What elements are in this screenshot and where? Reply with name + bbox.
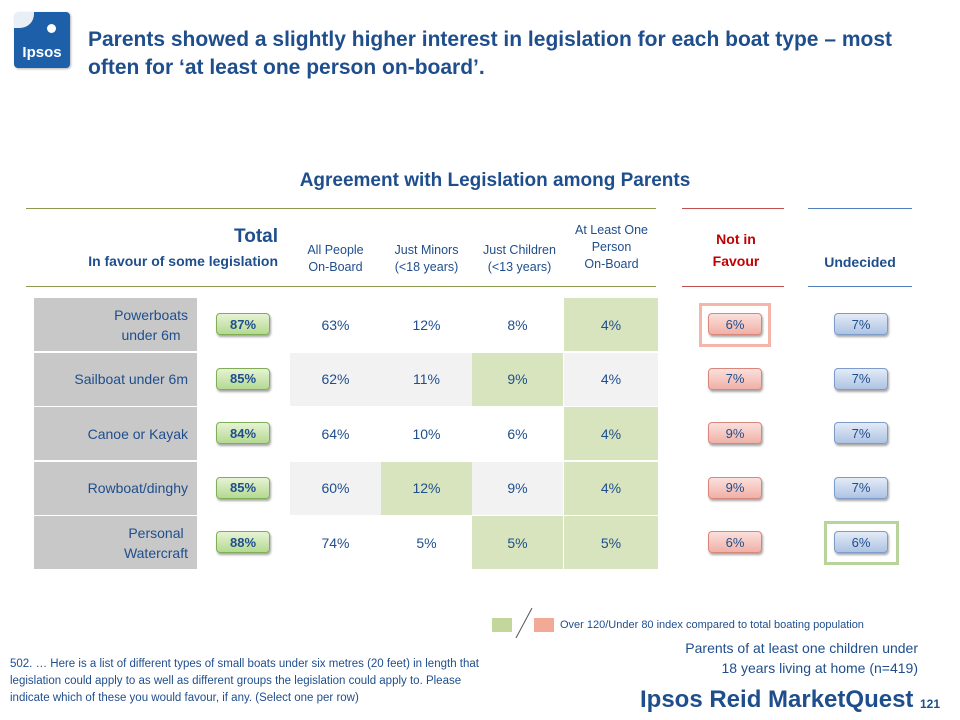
undecided-pill: 7%	[834, 313, 888, 335]
not-in-favour-pill: 6%	[708, 531, 762, 553]
legend-slash	[515, 607, 533, 639]
column-header-line: (<13 years)	[487, 260, 552, 274]
row-label-line: Sailboat under 6m	[74, 371, 188, 387]
question-footnote: 502. … Here is a list of different types…	[10, 656, 620, 707]
base-note-line: 18 years living at home (n=419)	[721, 660, 919, 676]
table-cell: 10%	[381, 407, 472, 460]
row-label: Personal Watercraft	[34, 516, 197, 569]
not-in-favour-header-line: Not in	[716, 231, 756, 247]
legend-green-swatch	[492, 618, 512, 632]
table-cell: 5%	[564, 516, 658, 569]
column-header-line: On-Board	[308, 260, 363, 274]
logo-leaf-shape	[14, 12, 34, 28]
row-label-line: Canoe or Kayak	[87, 425, 188, 442]
total-pill: 85%	[216, 367, 270, 390]
table-cell: 60%	[290, 461, 381, 515]
table-cell: 12%	[381, 298, 472, 351]
row-label-line: Powerboats	[114, 306, 188, 323]
column-header-line: Just Minors	[394, 243, 459, 257]
not-in-favour-pill: 9%	[708, 476, 762, 499]
table-cell: 5%	[381, 516, 472, 569]
column-header-line: On-Board	[584, 257, 639, 271]
table-cell: 5%	[472, 516, 563, 569]
undecided-pill: 7%	[834, 422, 888, 444]
column-header-just-children: Just Children (<13 years)	[472, 242, 567, 276]
not-in-favour-top-rule	[682, 208, 784, 209]
ipsos-logo: Ipsos	[14, 12, 70, 68]
table-cell: 4%	[564, 298, 658, 351]
table-cell: 4%	[564, 352, 658, 406]
column-header-all-people: All People On-Board	[290, 242, 381, 276]
logo-dot	[47, 24, 56, 33]
row-label-text: Sailboat under 6m	[74, 369, 188, 389]
not-in-favour-header: Not in Favour	[682, 228, 790, 272]
footnote-line: 502. … Here is a list of different types…	[10, 658, 479, 670]
total-pill: 87%	[216, 313, 270, 335]
undecided-highlight-box	[824, 521, 899, 565]
row-label-line: Watercraft	[123, 544, 188, 561]
legend-red-swatch	[534, 618, 554, 632]
table-cell: 4%	[564, 407, 658, 460]
legend-text: Over 120/Under 80 index compared to tota…	[560, 619, 864, 631]
page-number: 121	[920, 697, 941, 711]
column-header-line: (<18 years)	[394, 260, 459, 274]
not-in-favour-highlight-box	[699, 303, 771, 347]
row-label: Powerboats under 6m	[34, 298, 197, 351]
undecided-header: Undecided	[824, 254, 896, 270]
header-top-rule	[26, 208, 656, 209]
column-header-line: Just Children	[483, 243, 556, 257]
table-cell: 62%	[290, 352, 381, 406]
row-label: Rowboat/dinghy	[34, 461, 197, 515]
table-cell: 11%	[381, 352, 472, 406]
column-header-line: All People	[307, 243, 364, 257]
table-cell: 63%	[290, 298, 381, 351]
footnote-line: indicate which of these you would favour…	[10, 692, 359, 704]
brand-wordmark: Ipsos Reid MarketQuest	[640, 686, 914, 713]
total-subheader: In favour of some legislation	[88, 253, 278, 269]
table-cell: 4%	[564, 461, 658, 515]
base-note-line: Parents of at least one children under	[685, 640, 918, 656]
row-label-text: Powerboats under 6m	[114, 305, 188, 345]
undecided-pill: 7%	[834, 367, 888, 390]
not-in-favour-pill: 6%	[708, 313, 762, 335]
total-header: Total	[234, 226, 278, 247]
not-in-favour-pill: 7%	[708, 367, 762, 390]
table-cell: 12%	[381, 461, 472, 515]
row-label-line: Rowboat/dinghy	[87, 480, 188, 496]
column-header-line: Person	[591, 240, 632, 254]
row-label-line: under 6m	[121, 326, 181, 343]
column-header-line: At Least One	[575, 223, 648, 237]
undecided-pill: 7%	[834, 476, 888, 499]
row-label: Sailboat under 6m	[34, 352, 197, 406]
header-bottom-rule	[26, 286, 656, 287]
table-cell: 6%	[472, 407, 563, 460]
table-cell: 74%	[290, 516, 381, 569]
table-cell: 8%	[472, 298, 563, 351]
not-in-favour-pill: 9%	[708, 422, 762, 444]
chart-title: Agreement with Legislation among Parents	[299, 170, 691, 191]
total-pill: 88%	[216, 531, 270, 553]
total-pill: 85%	[216, 476, 270, 499]
column-header-just-minors: Just Minors (<18 years)	[381, 242, 472, 276]
column-header-at-least-one: At Least One Person On-Board	[564, 222, 659, 273]
table-cell: 9%	[472, 461, 563, 515]
row-label-line: Personal	[128, 524, 184, 541]
row-label: Canoe or Kayak	[34, 407, 197, 460]
row-label-text: Rowboat/dinghy	[88, 478, 188, 498]
total-pill: 84%	[216, 422, 270, 444]
row-label-text: Personal Watercraft	[124, 523, 188, 563]
base-note: Parents of at least one children under 1…	[600, 638, 918, 678]
not-in-favour-bottom-rule	[682, 286, 784, 287]
not-in-favour-header-line: Favour	[712, 253, 760, 269]
table-cell: 64%	[290, 407, 381, 460]
undecided-bottom-rule	[808, 286, 912, 287]
logo-text: Ipsos	[22, 44, 62, 61]
footnote-line: legislation could apply to as well as di…	[10, 675, 462, 687]
table-cell: 9%	[472, 352, 563, 406]
undecided-top-rule	[808, 208, 912, 209]
undecided-pill: 6%	[834, 531, 888, 553]
row-label-text: Canoe or Kayak	[88, 424, 188, 444]
slide-title: Parents showed a slightly higher interes…	[88, 28, 893, 79]
